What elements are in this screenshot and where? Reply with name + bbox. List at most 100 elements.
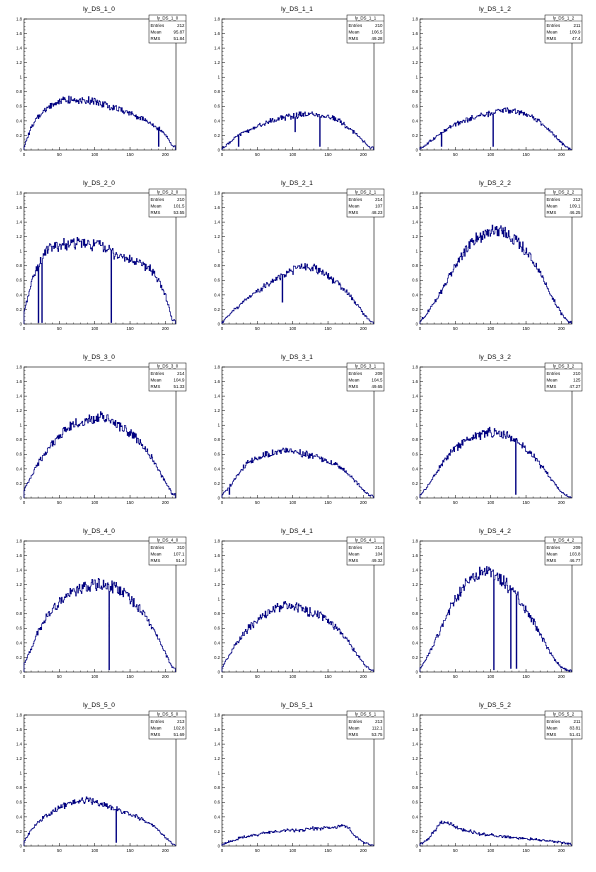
y-tick-label: 1.6 bbox=[412, 31, 418, 36]
stats-label: Entries bbox=[151, 371, 165, 376]
stats-label: RMS bbox=[547, 558, 557, 563]
histogram-panel: ly_DS_5_0 0 0.2 0.4 0.6 0.8 1 1.2 1.4 1.6 1.8 0 50 10… bbox=[0, 696, 198, 870]
x-tick-label: 50 bbox=[453, 848, 458, 853]
y-tick-label: 1.8 bbox=[412, 538, 418, 543]
y-tick-label: 0 bbox=[416, 843, 419, 848]
stats-label: Entries bbox=[349, 371, 363, 376]
y-tick-label: 1.2 bbox=[412, 234, 418, 239]
x-tick-label: 150 bbox=[127, 326, 135, 331]
histogram-line bbox=[23, 237, 176, 324]
y-tick-label: 1.4 bbox=[214, 220, 220, 225]
histogram-svg: ly_DS_2_0 0 0.2 0.4 0.6 0.8 1 1.2 1.4 1.6 1.8 0 50 10… bbox=[16, 180, 187, 331]
stats-label: Mean bbox=[547, 30, 559, 35]
x-tick-label: 200 bbox=[558, 500, 566, 505]
stats-label: RMS bbox=[151, 36, 161, 41]
chart-title: ly_DS_3_0 bbox=[83, 354, 115, 361]
x-tick-label: 50 bbox=[57, 674, 62, 679]
y-tick-label: 1.6 bbox=[16, 205, 22, 210]
x-tick-label: 200 bbox=[558, 152, 566, 157]
y-tick-label: 1.6 bbox=[214, 31, 220, 36]
y-tick-label: 0.6 bbox=[214, 626, 220, 631]
y-tick-label: 1.2 bbox=[412, 408, 418, 413]
stats-value: 101.5 bbox=[174, 204, 186, 209]
y-tick-label: 1.4 bbox=[16, 394, 22, 399]
stats-box bbox=[544, 14, 583, 44]
histogram-panel: ly_DS_5_1 0 0.2 0.4 0.6 0.8 1 1.2 1.4 1.6 1.8 0 50 10… bbox=[198, 696, 396, 870]
y-tick-label: 1 bbox=[416, 249, 419, 254]
stats-label: Mean bbox=[547, 204, 559, 209]
stats-value: 109.9 bbox=[570, 30, 582, 35]
x-tick-label: 0 bbox=[221, 500, 224, 505]
x-tick-label: 150 bbox=[325, 848, 333, 853]
x-tick-label: 100 bbox=[289, 152, 297, 157]
histogram-panel: ly_DS_1_2 0 0.2 0.4 0.6 0.8 1 1.2 1.4 1.6 1.8 0 50 10… bbox=[396, 0, 594, 174]
stats-label: Entries bbox=[151, 719, 165, 724]
y-tick-label: 1.2 bbox=[214, 582, 220, 587]
y-tick-label: 0.2 bbox=[214, 307, 220, 312]
y-tick-label: 0.4 bbox=[16, 466, 22, 471]
y-tick-label: 1 bbox=[218, 249, 221, 254]
y-tick-label: 0.2 bbox=[412, 655, 418, 660]
histogram-panel: ly_DS_2_0 0 0.2 0.4 0.6 0.8 1 1.2 1.4 1.6 1.8 0 50 10… bbox=[0, 174, 198, 348]
stats-value: 104.9 bbox=[174, 378, 186, 383]
stats-value: 83.81 bbox=[570, 726, 582, 731]
y-tick-label: 0.6 bbox=[16, 626, 22, 631]
y-tick-label: 1.8 bbox=[214, 16, 220, 21]
stats-value: 49.65 bbox=[372, 384, 384, 389]
y-tick-label: 1.6 bbox=[214, 379, 220, 384]
y-tick-label: 1 bbox=[20, 249, 23, 254]
y-tick-label: 1.2 bbox=[412, 756, 418, 761]
stats-name: ly_DS_4_2 bbox=[553, 538, 575, 543]
y-tick-label: 0.6 bbox=[214, 452, 220, 457]
chart-title: ly_DS_3_1 bbox=[281, 354, 313, 361]
y-tick-label: 1 bbox=[218, 771, 221, 776]
stats-label: Mean bbox=[349, 204, 361, 209]
y-tick-label: 0.4 bbox=[214, 466, 220, 471]
y-tick-label: 1.8 bbox=[16, 364, 22, 369]
x-tick-label: 50 bbox=[453, 326, 458, 331]
y-tick-label: 0.8 bbox=[412, 437, 418, 442]
y-tick-label: 0 bbox=[20, 147, 23, 152]
y-tick-label: 1.4 bbox=[412, 568, 418, 573]
y-tick-label: 1.4 bbox=[16, 220, 22, 225]
x-tick-label: 0 bbox=[23, 848, 26, 853]
y-tick-label: 0.8 bbox=[412, 263, 418, 268]
x-tick-label: 150 bbox=[127, 500, 135, 505]
stats-label: Mean bbox=[151, 378, 163, 383]
y-tick-label: 1.2 bbox=[214, 60, 220, 65]
y-tick-label: 1.2 bbox=[214, 408, 220, 413]
y-tick-label: 0.4 bbox=[16, 292, 22, 297]
stats-value: 209 bbox=[573, 545, 581, 550]
y-tick-label: 0.6 bbox=[214, 104, 220, 109]
histogram-line bbox=[419, 426, 572, 498]
stats-label: Entries bbox=[349, 545, 363, 550]
histogram-panel: ly_DS_3_0 0 0.2 0.4 0.6 0.8 1 1.2 1.4 1.6 1.8 0 50 10… bbox=[0, 348, 198, 522]
y-tick-label: 0.2 bbox=[214, 829, 220, 834]
histogram-line bbox=[23, 95, 176, 150]
histogram-line bbox=[419, 224, 572, 324]
stats-value: 48.23 bbox=[372, 210, 384, 215]
stats-box bbox=[346, 362, 385, 392]
histogram-line bbox=[23, 411, 176, 498]
histogram-svg: ly_DS_5_2 0 0.2 0.4 0.6 0.8 1 1.2 1.4 1.6 1.8 0 50 10… bbox=[412, 702, 583, 853]
x-tick-label: 200 bbox=[360, 326, 368, 331]
y-tick-label: 0.8 bbox=[16, 785, 22, 790]
stats-name: ly_DS_3_1 bbox=[355, 364, 377, 369]
y-tick-label: 0.6 bbox=[412, 800, 418, 805]
stats-name: ly_DS_3_0 bbox=[157, 364, 179, 369]
x-tick-label: 50 bbox=[57, 152, 62, 157]
y-tick-label: 0.6 bbox=[412, 452, 418, 457]
y-tick-label: 0 bbox=[218, 669, 221, 674]
stats-value: 214 bbox=[177, 371, 185, 376]
y-tick-label: 1.2 bbox=[412, 60, 418, 65]
histogram-svg: ly_DS_4_2 0 0.2 0.4 0.6 0.8 1 1.2 1.4 1.6 1.8 0 50 10… bbox=[412, 528, 583, 679]
x-tick-label: 0 bbox=[419, 152, 422, 157]
stats-label: RMS bbox=[349, 732, 359, 737]
y-tick-label: 0.2 bbox=[214, 655, 220, 660]
histogram-svg: ly_DS_5_1 0 0.2 0.4 0.6 0.8 1 1.2 1.4 1.6 1.8 0 50 10… bbox=[214, 702, 385, 853]
x-tick-label: 200 bbox=[360, 674, 368, 679]
y-tick-label: 0.4 bbox=[16, 640, 22, 645]
y-tick-label: 1.6 bbox=[412, 727, 418, 732]
histogram-panel: ly_DS_3_2 0 0.2 0.4 0.6 0.8 1 1.2 1.4 1.6 1.8 0 50 10… bbox=[396, 348, 594, 522]
stats-label: Mean bbox=[547, 552, 559, 557]
